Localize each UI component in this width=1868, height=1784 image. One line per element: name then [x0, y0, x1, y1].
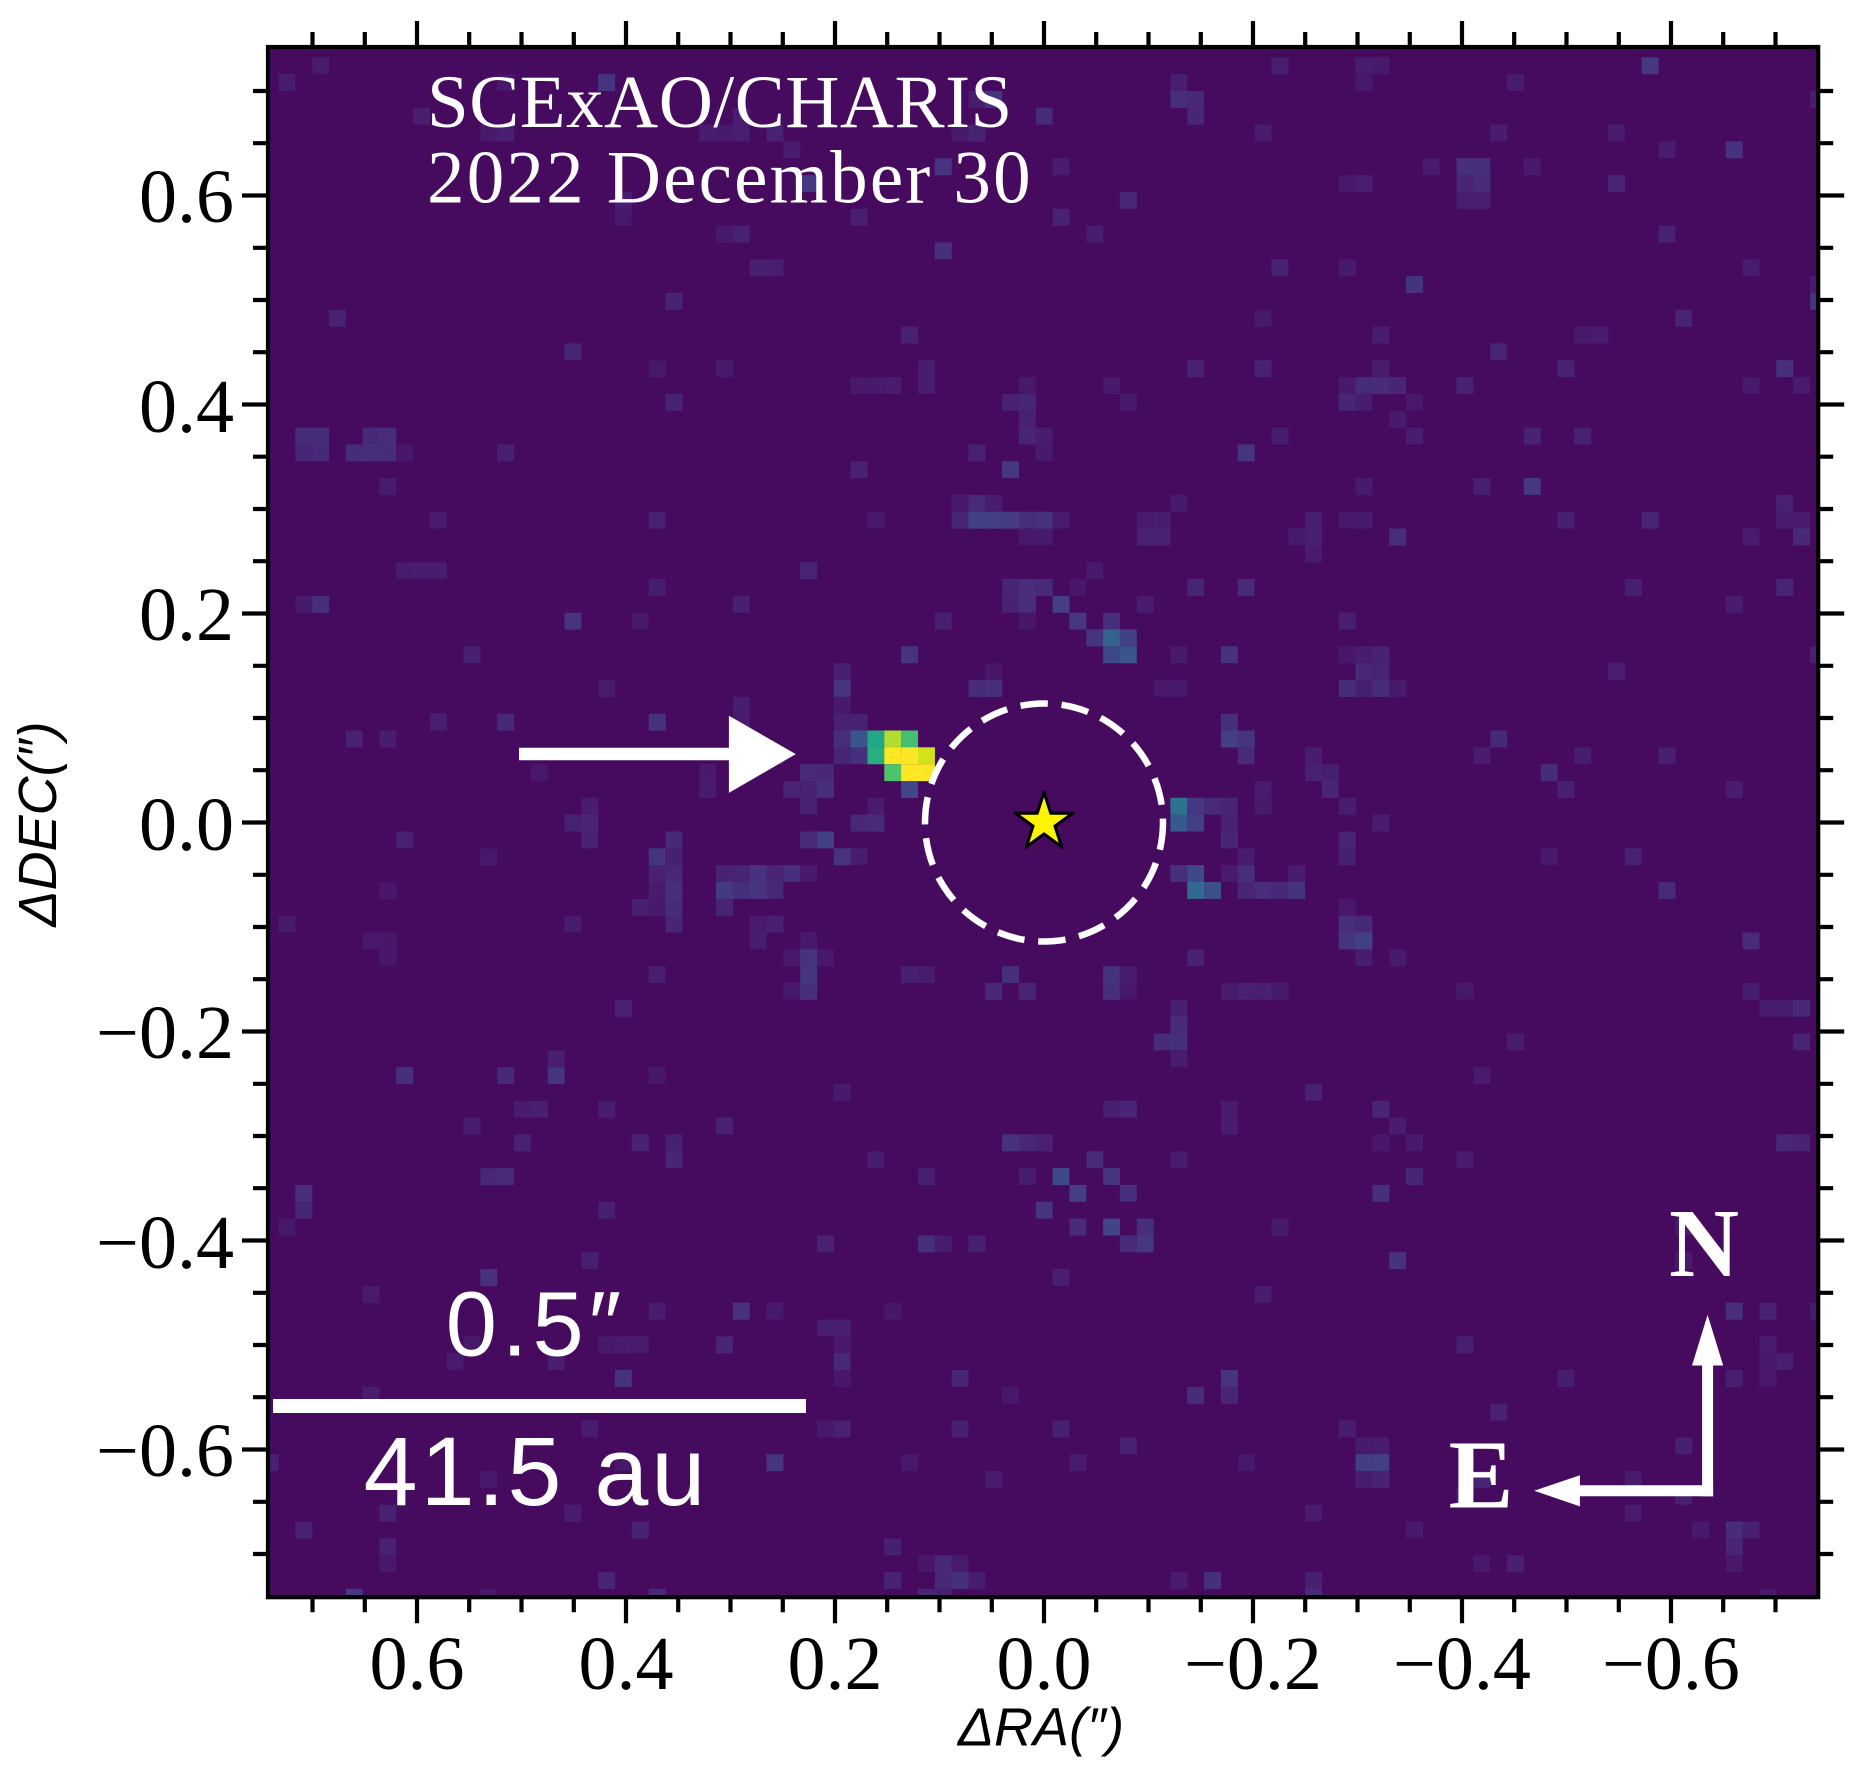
svg-text:0.2: 0.2 — [788, 1622, 883, 1706]
svg-text:0.5″: 0.5″ — [446, 1274, 626, 1376]
svg-text:0.4: 0.4 — [139, 365, 234, 449]
svg-text:0.0: 0.0 — [997, 1622, 1092, 1706]
svg-text:−0.4: −0.4 — [1393, 1622, 1531, 1706]
svg-text:−0.6: −0.6 — [96, 1409, 234, 1493]
svg-text:0.2: 0.2 — [139, 573, 234, 657]
svg-text:ΔRA(″): ΔRA(″) — [956, 1698, 1124, 1758]
svg-text:−0.4: −0.4 — [96, 1201, 234, 1285]
svg-text:−0.2: −0.2 — [96, 991, 234, 1075]
svg-text:E: E — [1449, 1422, 1514, 1529]
svg-text:41.5 au: 41.5 au — [364, 1417, 709, 1526]
svg-text:0.0: 0.0 — [139, 783, 234, 867]
svg-text:−0.6: −0.6 — [1602, 1622, 1740, 1706]
svg-text:0.4: 0.4 — [579, 1622, 674, 1706]
svg-text:0.6: 0.6 — [139, 155, 234, 239]
svg-text:2022 December 30: 2022 December 30 — [427, 137, 1033, 220]
svg-text:SCExAO/CHARIS: SCExAO/CHARIS — [427, 61, 1013, 144]
svg-text:N: N — [1669, 1190, 1739, 1297]
svg-text:0.6: 0.6 — [370, 1622, 465, 1706]
svg-text:ΔDEC(″): ΔDEC(″) — [8, 721, 68, 928]
svg-text:−0.2: −0.2 — [1184, 1622, 1322, 1706]
